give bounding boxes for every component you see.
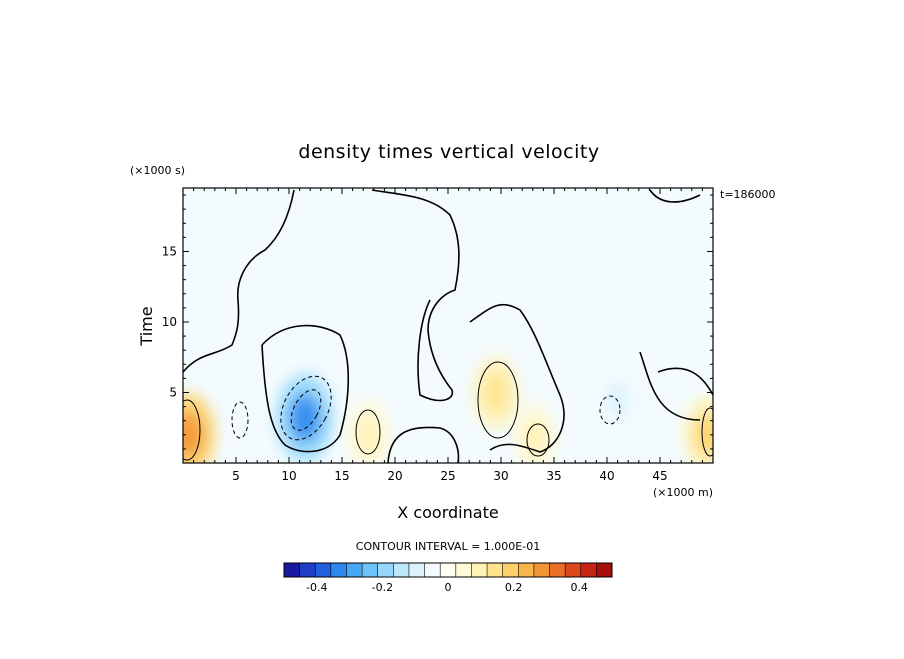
- colorbar-swatch: [471, 563, 488, 577]
- x-tick-label: 45: [652, 469, 667, 483]
- colorbar: -0.4 -0.2 0 0.2 0.4: [283, 562, 613, 594]
- contour-line: [701, 407, 713, 457]
- colorbar-swatch: [487, 563, 504, 577]
- colorbar-swatch: [549, 563, 566, 577]
- contour-line: [387, 426, 460, 463]
- y-tick-label: 15: [162, 244, 177, 258]
- contour-line: [231, 401, 249, 439]
- plot-background: [183, 188, 713, 463]
- x-tick-label: 35: [546, 469, 561, 483]
- field-blob-core: [606, 380, 630, 419]
- field-blob-core: [523, 418, 547, 457]
- axis-ticks: 5 10 15 20 25 30 35 40 45 5 10 15: [162, 188, 713, 483]
- colorbar-swatch: [346, 563, 363, 577]
- colorbar-tick-label: 0: [445, 581, 452, 594]
- y-tick-label: 5: [169, 385, 177, 399]
- x-unit-label: (×1000 m): [653, 486, 713, 499]
- colorbar-swatch: [455, 563, 472, 577]
- colorbar-swatch: [424, 563, 441, 577]
- contour-line: [290, 389, 322, 431]
- field-blob-core: [289, 393, 321, 443]
- contour-interval-label: CONTOUR INTERVAL = 1.000E-01: [356, 540, 540, 553]
- negative-contours: [231, 375, 621, 441]
- colorbar-tick-label: 0.4: [570, 581, 588, 594]
- contour-line: [639, 189, 713, 421]
- x-tick-label: 30: [493, 469, 508, 483]
- colorbar-swatch: [518, 563, 535, 577]
- colorbar-swatch: [565, 563, 582, 577]
- chart-title: density times vertical velocity: [298, 141, 599, 163]
- x-tick-label: 15: [334, 469, 349, 483]
- contour-line: [371, 189, 460, 402]
- colorbar-tick-label: 0.2: [505, 581, 523, 594]
- colorbar-swatch: [362, 563, 379, 577]
- x-tick-label: 5: [232, 469, 240, 483]
- x-tick-label: 25: [440, 469, 455, 483]
- contour-line: [477, 361, 519, 439]
- colorbar-swatch: [580, 563, 597, 577]
- contour-line: [261, 324, 350, 453]
- colorbar-swatch: [284, 563, 301, 577]
- colorbar-swatch: [596, 563, 613, 577]
- x-tick-label: 20: [387, 469, 402, 483]
- contour-line: [355, 409, 381, 455]
- contour-line: [526, 423, 550, 457]
- colorbar-frame: [283, 562, 613, 578]
- y-unit-label: (×1000 s): [130, 164, 185, 177]
- colorbar-swatch: [408, 563, 425, 577]
- x-tick-label: 40: [599, 469, 614, 483]
- colorbar-tick-label: -0.4: [306, 581, 327, 594]
- contour-line: [183, 399, 201, 461]
- field-blob-core: [356, 415, 381, 454]
- y-tick-label: 10: [162, 315, 177, 329]
- colorbar-swatch: [393, 563, 410, 577]
- x-tick-label: 10: [281, 469, 296, 483]
- field-shading: [183, 356, 713, 463]
- contour-line: [469, 304, 565, 453]
- contour-lines: [183, 189, 713, 463]
- time-stamp: t=186000: [720, 188, 776, 201]
- x-axis-label: X coordinate: [397, 503, 498, 522]
- colorbar-swatch: [330, 563, 347, 577]
- field-blob-core: [694, 413, 713, 456]
- colorbar-swatch: [440, 563, 457, 577]
- colorbar-swatch: [377, 563, 394, 577]
- colorbar-swatch: [315, 563, 332, 577]
- plot-area: 5 10 15 20 25 30 35 40 45 5 10 15: [162, 187, 714, 483]
- colorbar-swatch: [299, 563, 316, 577]
- contour-line: [280, 375, 332, 441]
- contour-line: [183, 189, 295, 373]
- contour-line: [599, 395, 621, 425]
- y-axis-label: Time: [137, 306, 156, 346]
- colorbar-swatch: [533, 563, 550, 577]
- positive-contours: [183, 361, 713, 461]
- field-blob-core: [483, 372, 509, 413]
- colorbar-tick-label: -0.2: [372, 581, 393, 594]
- colorbar-swatch: [502, 563, 519, 577]
